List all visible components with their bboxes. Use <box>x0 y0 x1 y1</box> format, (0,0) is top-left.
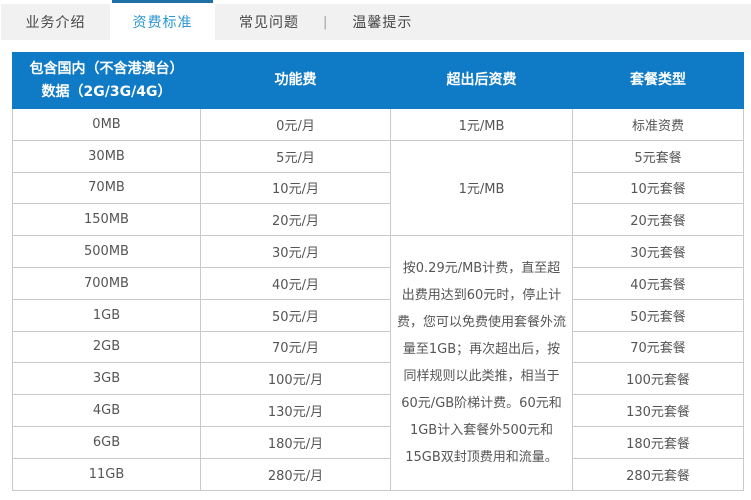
plan-type-cell: 20元套餐 <box>572 203 744 237</box>
plan-type-cell: 50元套餐 <box>572 298 744 332</box>
header-data-allowance: 包含国内（不含港澳台）数据（2G/3G/4G） <box>12 52 201 109</box>
pricing-table: 包含国内（不含港澳台）数据（2G/3G/4G） 功能费 超出后资费 套餐类型 0… <box>12 52 744 491</box>
table-row: 30MB 5元/月 1元/MB 5元套餐 <box>12 139 744 237</box>
data-allowance-cell: 3GB <box>12 362 201 396</box>
data-allowance-cell: 150MB <box>12 203 201 237</box>
monthly-fee-cell: 5元/月 <box>200 139 391 173</box>
tab-group-right: 常见问题 | 温馨提示 <box>215 4 751 40</box>
monthly-fee-cell: 130元/月 <box>200 394 391 427</box>
plan-type-cell: 180元套餐 <box>572 425 744 459</box>
monthly-fee-cell: 40元/月 <box>200 266 391 300</box>
plan-type-cell: 标准资费 <box>572 108 744 141</box>
tab-faq[interactable]: 常见问题 <box>239 15 299 31</box>
data-allowance-cell: 6GB <box>12 425 201 459</box>
plan-type-cell: 100元套餐 <box>572 362 744 396</box>
monthly-fee-cell: 70元/月 <box>200 330 391 364</box>
plan-type-cell: 5元套餐 <box>572 139 744 173</box>
monthly-fee-cell: 20元/月 <box>200 203 391 237</box>
table-row: 1GB 50元/月 50元套餐 <box>12 298 744 332</box>
monthly-fee-cell: 180元/月 <box>200 425 391 459</box>
monthly-fee-cell: 30元/月 <box>200 235 391 268</box>
plan-type-cell: 70元套餐 <box>572 330 744 364</box>
tab-business-intro[interactable]: 业务介绍 <box>1 4 110 40</box>
data-allowance-cell: 1GB <box>12 298 201 332</box>
table-header-row: 包含国内（不含港澳台）数据（2G/3G/4G） 功能费 超出后资费 套餐类型 <box>12 52 744 109</box>
data-allowance-cell: 4GB <box>12 394 201 427</box>
pricing-table-body: 0MB 0元/月 1元/MB 标准资费 30MB 5元/月 1元/MB 5元套餐 70MB 10元… <box>12 108 744 491</box>
table-row: 6GB 180元/月 180元套餐 <box>12 425 744 459</box>
monthly-fee-cell: 280元/月 <box>200 457 391 491</box>
plan-type-cell: 40元套餐 <box>572 266 744 300</box>
monthly-fee-cell: 0元/月 <box>200 108 391 141</box>
data-allowance-cell: 700MB <box>12 266 201 300</box>
overage-fee-cell: 按0.29元/MB计费，直至超出费用达到60元时，停止计费，您可以免费使用套餐外… <box>390 235 573 491</box>
overage-fee-cell: 1元/MB <box>390 139 573 237</box>
data-allowance-cell: 2GB <box>12 330 201 364</box>
tab-bar: 业务介绍 资费标准 常见问题 | 温馨提示 <box>0 0 751 40</box>
table-row: 150MB 20元/月 20元套餐 <box>12 203 744 237</box>
monthly-fee-cell: 50元/月 <box>200 298 391 332</box>
data-allowance-cell: 0MB <box>12 108 201 141</box>
data-allowance-cell: 70MB <box>12 171 201 205</box>
table-row: 0MB 0元/月 1元/MB 标准资费 <box>12 108 744 141</box>
table-row: 70MB 10元/月 10元套餐 <box>12 171 744 205</box>
header-overage-fee: 超出后资费 <box>390 52 573 109</box>
data-allowance-cell: 500MB <box>12 235 201 268</box>
plan-type-cell: 280元套餐 <box>572 457 744 491</box>
plan-type-cell: 30元套餐 <box>572 235 744 268</box>
tab-separator: | <box>323 14 329 30</box>
header-plan-type: 套餐类型 <box>572 52 744 109</box>
overage-fee-cell: 1元/MB <box>390 108 573 141</box>
header-monthly-fee: 功能费 <box>200 52 391 109</box>
table-row: 3GB 100元/月 100元套餐 <box>12 362 744 396</box>
monthly-fee-cell: 10元/月 <box>200 171 391 205</box>
tab-tips[interactable]: 温馨提示 <box>352 15 413 31</box>
tab-pricing-standard[interactable]: 资费标准 <box>112 0 213 40</box>
monthly-fee-cell: 100元/月 <box>200 362 391 396</box>
table-row: 500MB 30元/月 按0.29元/MB计费，直至超出费用达到60元时，停止计费，… <box>12 235 744 491</box>
data-allowance-cell: 11GB <box>12 457 201 491</box>
table-row: 2GB 70元/月 70元套餐 <box>12 330 744 364</box>
plan-type-cell: 130元套餐 <box>572 394 744 427</box>
table-row: 4GB 130元/月 130元套餐 <box>12 394 744 427</box>
table-row: 11GB 280元/月 280元套餐 <box>12 457 744 491</box>
plan-type-cell: 10元套餐 <box>572 171 744 205</box>
table-row: 700MB 40元/月 40元套餐 <box>12 266 744 300</box>
data-allowance-cell: 30MB <box>12 139 201 173</box>
